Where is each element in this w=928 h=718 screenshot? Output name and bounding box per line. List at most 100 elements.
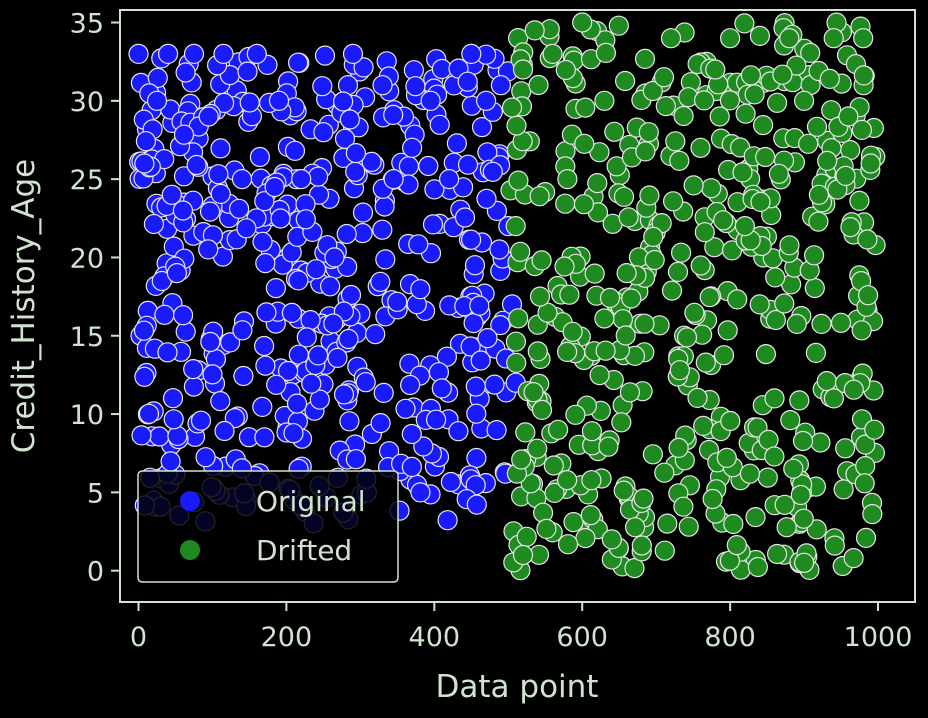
point-original: [408, 234, 429, 255]
point-original: [410, 482, 431, 503]
point-original: [454, 207, 476, 228]
point-original: [147, 67, 168, 89]
point-original: [198, 106, 219, 127]
point-drifted: [808, 211, 829, 232]
legend-label-original: Original: [256, 485, 366, 518]
point-drifted: [554, 256, 575, 277]
point-drifted: [505, 216, 526, 237]
point-drifted: [860, 153, 881, 174]
point-drifted: [855, 456, 876, 477]
point-drifted: [506, 115, 527, 136]
point-drifted: [657, 513, 678, 534]
point-original: [431, 378, 452, 399]
point-original: [173, 124, 195, 145]
point-drifted: [618, 207, 639, 228]
point-drifted: [716, 447, 737, 468]
point-original: [268, 90, 290, 111]
point-drifted: [587, 173, 608, 194]
point-drifted: [581, 470, 602, 491]
point-drifted: [811, 313, 832, 334]
point-drifted: [615, 325, 636, 346]
point-drifted: [727, 289, 748, 310]
y-tick-label: 0: [87, 557, 104, 588]
point-drifted: [595, 42, 617, 64]
point-original: [237, 61, 258, 82]
point-drifted: [601, 529, 622, 550]
point-drifted: [690, 255, 711, 276]
point-original: [146, 90, 168, 111]
point-original: [465, 376, 486, 397]
point-original: [342, 43, 364, 65]
point-original: [402, 137, 423, 158]
point-drifted: [544, 482, 565, 503]
point-drifted: [749, 25, 771, 47]
point-drifted: [529, 286, 551, 307]
point-original: [232, 320, 253, 341]
point-drifted: [699, 287, 720, 308]
point-original: [439, 169, 460, 190]
point-drifted: [508, 308, 529, 329]
point-drifted: [613, 480, 634, 501]
point-drifted: [642, 444, 664, 465]
point-drifted: [774, 293, 795, 314]
point-original: [133, 320, 155, 341]
point-drifted: [765, 309, 787, 331]
point-drifted: [851, 320, 872, 341]
point-drifted: [580, 504, 601, 526]
point-drifted: [512, 59, 534, 80]
point-original: [202, 364, 223, 385]
point-drifted: [783, 458, 804, 479]
point-original: [339, 109, 360, 130]
point-original: [229, 198, 250, 219]
point-drifted: [624, 557, 645, 579]
point-original: [312, 76, 333, 97]
point-drifted: [624, 517, 646, 538]
point-original: [183, 376, 204, 397]
point-drifted: [634, 48, 656, 70]
point-drifted: [684, 302, 705, 323]
point-original: [283, 423, 304, 444]
point-original: [254, 427, 275, 448]
y-tick-label: 25: [70, 165, 104, 196]
point-original: [482, 161, 503, 182]
point-original: [309, 389, 330, 410]
point-original: [173, 166, 195, 187]
point-drifted: [572, 12, 593, 33]
point-drifted: [843, 547, 864, 569]
point-drifted: [516, 526, 537, 547]
point-drifted: [614, 70, 636, 92]
point-drifted: [786, 313, 807, 334]
point-original: [410, 279, 431, 300]
point-drifted: [750, 191, 771, 212]
point-original: [476, 90, 497, 111]
point-original: [429, 114, 450, 135]
point-original: [463, 313, 484, 334]
point-drifted: [598, 436, 619, 457]
point-original: [190, 410, 212, 431]
point-original: [214, 92, 235, 114]
point-original: [324, 247, 345, 268]
point-drifted: [779, 235, 800, 256]
point-drifted: [613, 186, 635, 207]
point-drifted: [819, 68, 840, 90]
point-original: [249, 146, 270, 168]
point-drifted: [723, 513, 744, 535]
point-original: [457, 71, 478, 92]
point-original: [252, 396, 273, 417]
point-drifted: [857, 285, 879, 306]
point-original: [374, 196, 395, 217]
point-drifted: [755, 344, 777, 365]
y-tick-label: 5: [87, 478, 104, 509]
point-original: [308, 345, 329, 366]
point-original: [254, 191, 275, 212]
point-original: [334, 128, 356, 149]
point-original: [413, 436, 434, 457]
point-drifted: [772, 64, 793, 85]
point-original: [167, 425, 188, 446]
point-drifted: [749, 294, 770, 315]
point-drifted: [606, 156, 627, 177]
point-original: [199, 201, 221, 222]
point-original: [131, 425, 152, 446]
point-drifted: [798, 133, 819, 154]
point-drifted: [823, 388, 845, 409]
